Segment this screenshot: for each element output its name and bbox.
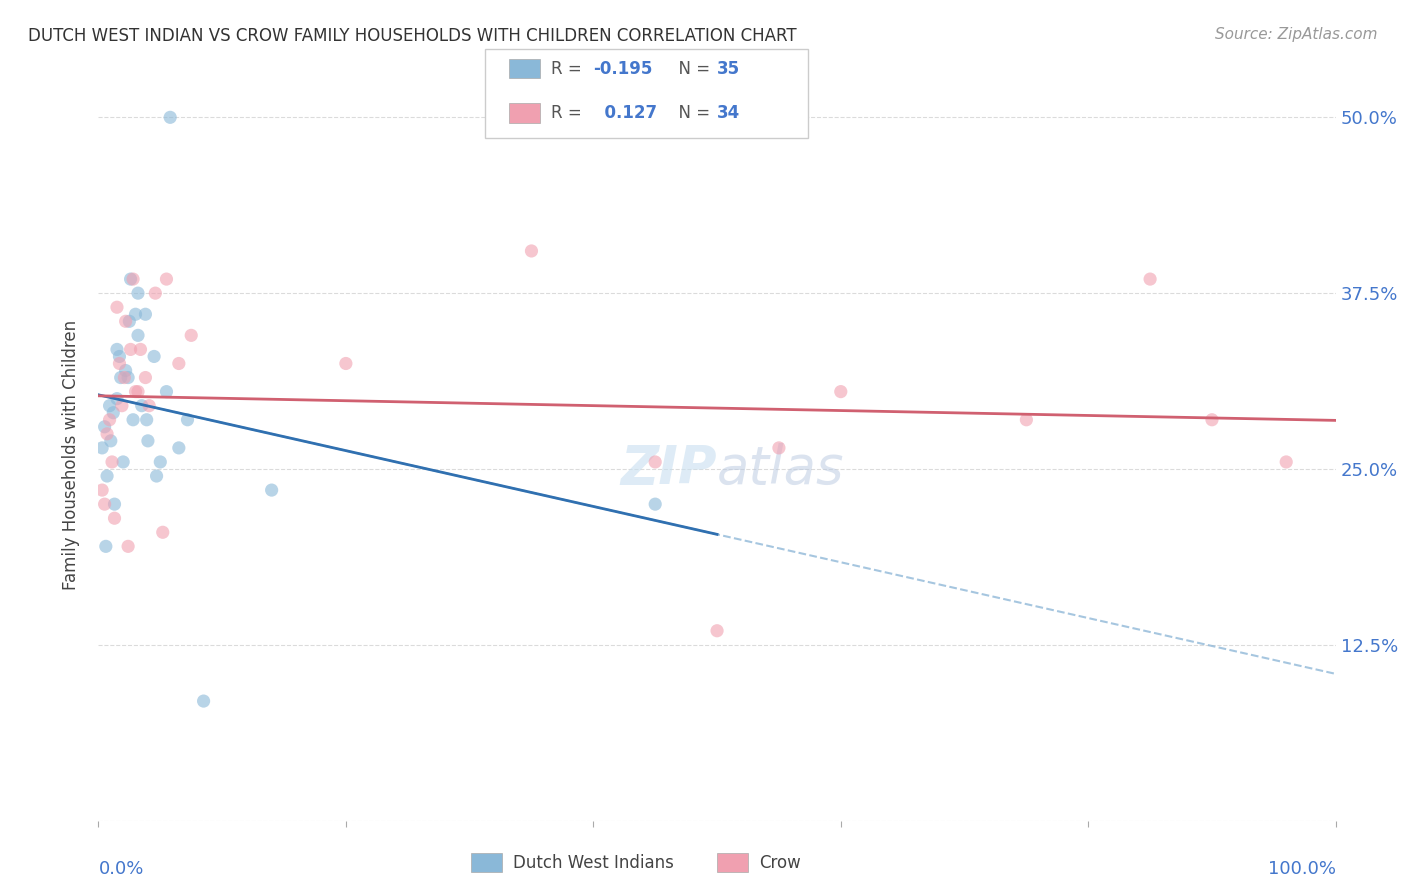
Point [1275, 455, 1298, 469]
Point [103, 497, 125, 511]
Point [131, 399, 153, 413]
Point [114, 363, 136, 377]
Y-axis label: Family Households with Children: Family Households with Children [62, 320, 80, 590]
Point [155, 272, 177, 286]
Text: Crow: Crow [759, 854, 801, 871]
Text: N =: N = [668, 60, 716, 78]
Point [105, 392, 128, 406]
Point [117, 539, 139, 553]
Point [335, 357, 357, 371]
Point [1201, 413, 1223, 427]
Point [768, 441, 790, 455]
Point [520, 244, 543, 258]
Bar [509, 103, 540, 123]
Point [167, 441, 190, 455]
Point [152, 525, 174, 540]
Point [176, 413, 198, 427]
Point [101, 455, 124, 469]
Text: N =: N = [668, 104, 716, 122]
Point [98, 399, 121, 413]
Point [98, 413, 121, 427]
Point [91, 441, 114, 455]
Text: R =: R = [551, 104, 588, 122]
Point [143, 350, 166, 364]
Point [110, 370, 132, 384]
Point [830, 384, 852, 399]
Point [120, 343, 142, 357]
Point [122, 413, 145, 427]
Text: R =: R = [551, 60, 588, 78]
Point [127, 328, 149, 343]
Bar [471, 853, 502, 872]
Point [138, 399, 160, 413]
Point [100, 434, 122, 448]
Point [103, 511, 125, 525]
Point [134, 307, 156, 321]
Point [149, 455, 172, 469]
Text: 0.0%: 0.0% [98, 860, 143, 878]
Point [112, 370, 135, 384]
Text: 34: 34 [717, 104, 741, 122]
Point [103, 406, 125, 420]
Text: Source: ZipAtlas.com: Source: ZipAtlas.com [1215, 27, 1378, 42]
Point [108, 357, 131, 371]
Point [105, 300, 128, 314]
Point [91, 483, 114, 497]
Point [124, 384, 146, 399]
Point [644, 497, 666, 511]
Point [118, 314, 141, 328]
Point [706, 624, 728, 638]
Point [180, 328, 202, 343]
Point [145, 469, 167, 483]
Point [112, 455, 135, 469]
Point [94, 539, 117, 553]
Point [193, 694, 215, 708]
Point [143, 286, 166, 301]
Point [96, 426, 118, 441]
Text: 100.0%: 100.0% [1268, 860, 1336, 878]
Point [111, 399, 134, 413]
Point [260, 483, 283, 497]
Point [159, 111, 181, 125]
Point [93, 419, 115, 434]
Text: 35: 35 [717, 60, 740, 78]
Point [134, 370, 156, 384]
Point [96, 469, 118, 483]
Point [167, 357, 190, 371]
Bar [509, 59, 540, 78]
Point [1015, 413, 1038, 427]
Point [93, 497, 115, 511]
Point [155, 384, 177, 399]
Text: 0.127: 0.127 [593, 104, 658, 122]
Text: Dutch West Indians: Dutch West Indians [513, 854, 673, 871]
Point [124, 307, 146, 321]
Point [129, 343, 152, 357]
Point [108, 350, 131, 364]
Point [127, 384, 149, 399]
Point [117, 370, 139, 384]
Point [127, 286, 149, 301]
Point [644, 455, 666, 469]
Text: DUTCH WEST INDIAN VS CROW FAMILY HOUSEHOLDS WITH CHILDREN CORRELATION CHART: DUTCH WEST INDIAN VS CROW FAMILY HOUSEHO… [28, 27, 797, 45]
Point [122, 272, 145, 286]
Point [105, 343, 128, 357]
Text: atlas: atlas [717, 443, 845, 495]
Point [136, 434, 159, 448]
Point [1139, 272, 1161, 286]
Text: -0.195: -0.195 [593, 60, 652, 78]
Point [120, 272, 142, 286]
Point [114, 314, 136, 328]
Text: ZIP: ZIP [620, 443, 717, 495]
Bar [717, 853, 748, 872]
Point [135, 413, 157, 427]
